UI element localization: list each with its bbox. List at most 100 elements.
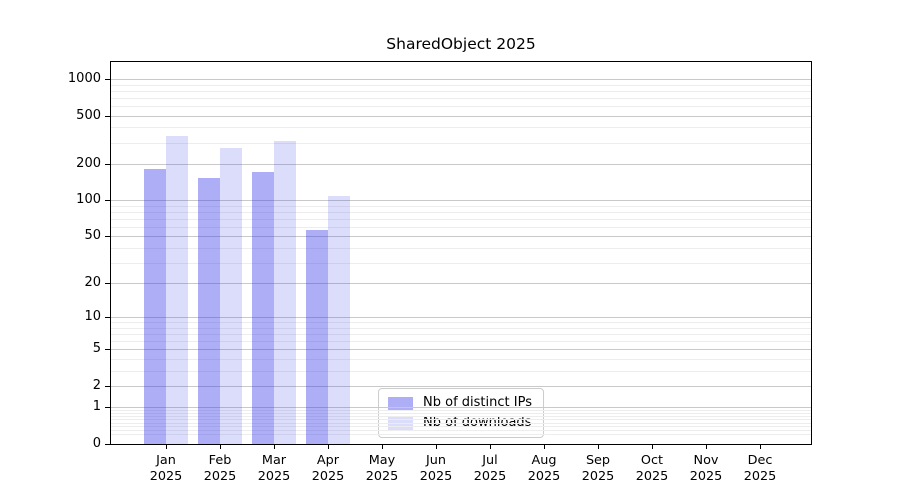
y-tick-label: 500 xyxy=(76,107,101,123)
month-label: Sep xyxy=(585,453,611,468)
y-tick-label: 100 xyxy=(76,192,101,208)
x-tick-mark xyxy=(706,445,707,449)
y-tick-label: 1 xyxy=(92,399,101,415)
gridline-minor xyxy=(111,127,811,129)
y-tick-mark xyxy=(105,386,110,387)
bar-jan-downloads xyxy=(166,136,188,444)
plot-area: Nb of distinct IPs Nb of downloads xyxy=(110,61,812,445)
gridline-minor xyxy=(111,247,811,249)
bar-feb-downloads xyxy=(220,148,242,444)
y-tick-mark xyxy=(105,407,110,409)
month-label: Mar xyxy=(261,453,287,468)
gridline-major xyxy=(111,79,811,80)
gridline-major xyxy=(111,407,811,409)
year-label: 2025 xyxy=(149,469,183,484)
y-tick-mark xyxy=(105,317,110,319)
x-tick-label-aug: Aug 2025 xyxy=(514,453,574,485)
y-tick-mark xyxy=(105,349,110,351)
legend-label: Nb of distinct IPs xyxy=(423,395,532,410)
gridline-minor xyxy=(111,341,811,343)
x-tick-label-feb: Feb 2025 xyxy=(190,453,250,485)
gridline-minor xyxy=(111,370,811,372)
bar-mar-distinct-ips xyxy=(252,172,274,444)
y-tick-mark xyxy=(105,444,110,445)
gridline-minor xyxy=(111,359,811,360)
bar-jan-distinct-ips xyxy=(144,169,166,444)
month-label: Nov xyxy=(693,453,719,468)
gridline-minor xyxy=(111,416,811,417)
year-label: 2025 xyxy=(257,469,291,484)
year-label: 2025 xyxy=(311,469,345,484)
gridline-minor xyxy=(111,430,811,432)
x-tick-mark xyxy=(220,445,221,449)
year-label: 2025 xyxy=(743,469,777,484)
y-tick-label: 2 xyxy=(92,378,101,393)
x-tick-mark xyxy=(382,445,383,449)
gridline-major xyxy=(111,317,811,319)
x-tick-label-oct: Oct 2025 xyxy=(622,453,682,485)
x-tick-mark xyxy=(328,445,329,449)
month-label: Jul xyxy=(482,453,498,468)
gridline-minor xyxy=(111,106,811,107)
month-label: Jan xyxy=(156,453,176,468)
gridline-minor xyxy=(111,90,811,92)
y-tick-mark xyxy=(105,79,110,80)
y-tick-mark xyxy=(105,200,110,202)
gridline-minor xyxy=(111,334,811,336)
gridline-major xyxy=(111,115,811,117)
gridline-minor xyxy=(111,322,811,324)
distinct-ips-swatch xyxy=(388,396,414,410)
gridline-minor xyxy=(111,142,811,144)
year-label: 2025 xyxy=(689,469,723,484)
gridline-major xyxy=(111,200,811,202)
month-label: Aug xyxy=(531,453,557,468)
gridline-major xyxy=(111,386,811,387)
y-tick-label: 20 xyxy=(84,275,101,291)
y-tick-mark xyxy=(105,236,110,238)
chart-title: SharedObject 2025 xyxy=(386,35,536,53)
y-tick-label: 0 xyxy=(92,436,101,451)
legend-entry: Nb of distinct IPs xyxy=(388,395,532,411)
y-tick-label: 5 xyxy=(92,341,101,357)
y-tick-label: 10 xyxy=(84,309,101,325)
bar-mar-downloads xyxy=(274,141,296,444)
x-tick-label-sep: Sep 2025 xyxy=(568,453,628,485)
year-label: 2025 xyxy=(527,469,561,484)
year-label: 2025 xyxy=(365,469,399,484)
gridline-major xyxy=(111,236,811,238)
x-tick-label-may: May 2025 xyxy=(352,453,412,485)
y-tick-label: 50 xyxy=(84,228,101,244)
gridline-minor xyxy=(111,211,811,213)
gridline-minor xyxy=(111,226,811,228)
gridline-minor xyxy=(111,205,811,207)
year-label: 2025 xyxy=(473,469,507,484)
gridline-major xyxy=(111,283,811,285)
y-tick-label: 1000 xyxy=(67,71,101,86)
y-tick-mark xyxy=(105,163,110,165)
x-tick-mark xyxy=(166,445,167,449)
gridline-minor xyxy=(111,410,811,412)
gridline-minor xyxy=(111,327,811,329)
month-label: May xyxy=(368,453,396,468)
gridline-minor xyxy=(111,262,811,264)
x-tick-label-apr: Apr 2025 xyxy=(298,453,358,485)
x-tick-label-jun: Jun 2025 xyxy=(406,453,466,485)
gridline-major xyxy=(111,349,811,351)
y-tick-label: 200 xyxy=(76,155,101,171)
x-tick-label-jul: Jul 2025 xyxy=(460,453,520,485)
x-tick-mark xyxy=(598,445,599,449)
month-label: Apr xyxy=(316,453,340,468)
month-label: Oct xyxy=(640,453,664,468)
gridline-minor xyxy=(111,426,811,428)
month-label: Dec xyxy=(747,453,773,468)
month-label: Feb xyxy=(208,453,232,468)
gridline-minor xyxy=(111,218,811,220)
x-tick-label-mar: Mar 2025 xyxy=(244,453,304,485)
gridline-minor xyxy=(111,422,811,424)
gridline-minor xyxy=(111,84,811,86)
x-tick-mark xyxy=(490,445,491,449)
x-tick-mark xyxy=(544,445,545,449)
bar-feb-distinct-ips xyxy=(198,178,220,444)
bar-apr-distinct-ips xyxy=(306,229,328,444)
